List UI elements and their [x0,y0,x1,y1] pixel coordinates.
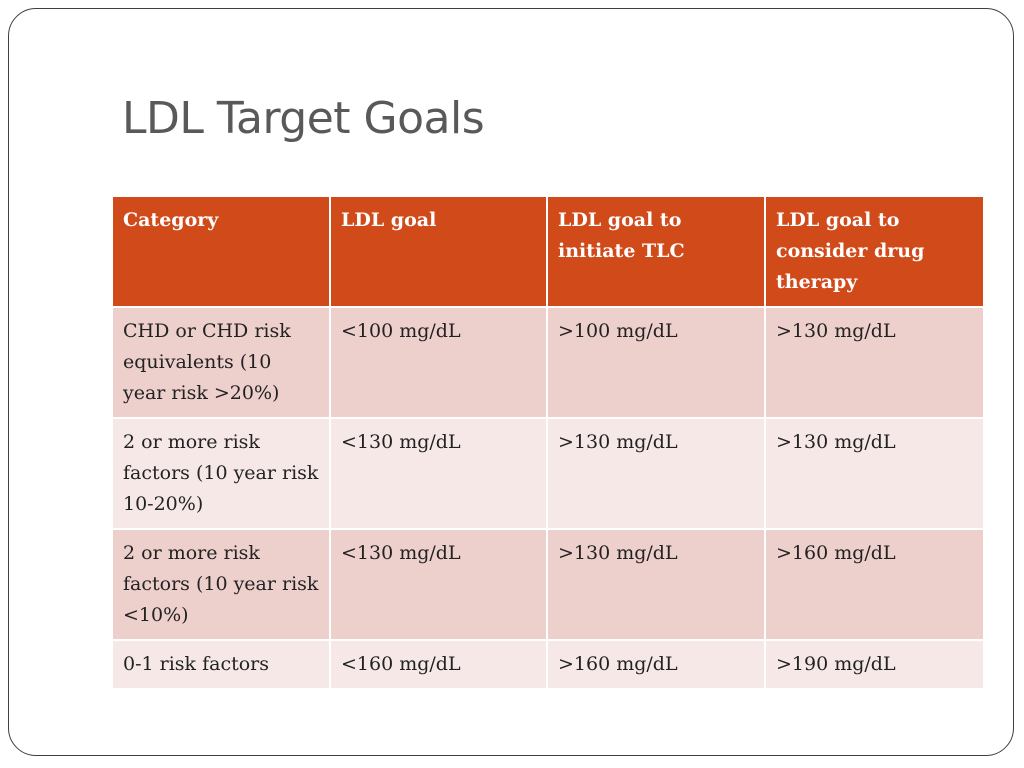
cell-initiate-tlc: >130 mg/dL [546,528,766,641]
cell-initiate-tlc: >100 mg/dL [546,306,766,419]
table-header-row: Category LDL goal LDL goal to initiate T… [111,195,985,308]
cell-ldl-goal: <130 mg/dL [329,528,548,641]
cell-drug-therapy: >160 mg/dL [764,528,985,641]
cell-category: 2 or more risk factors (10 year risk <10… [111,528,331,641]
cell-ldl-goal: <100 mg/dL [329,306,548,419]
header-category: Category [111,195,331,308]
cell-ldl-goal: <160 mg/dL [329,639,548,690]
slide-frame: LDL Target Goals Category LDL goal LDL g… [8,8,1014,756]
cell-drug-therapy: >130 mg/dL [764,306,985,419]
cell-category: 0-1 risk factors [111,639,331,690]
cell-initiate-tlc: >160 mg/dL [546,639,766,690]
table-row: 2 or more risk factors (10 year risk <10… [111,528,985,641]
header-ldl-goal-drug-therapy: LDL goal to consider drug therapy [764,195,985,308]
header-ldl-goal-initiate-tlc: LDL goal to initiate TLC [546,195,766,308]
cell-drug-therapy: >130 mg/dL [764,417,985,530]
ldl-goals-table: Category LDL goal LDL goal to initiate T… [111,195,985,690]
cell-category: CHD or CHD risk equivalents (10 year ris… [111,306,331,419]
cell-initiate-tlc: >130 mg/dL [546,417,766,530]
cell-ldl-goal: <130 mg/dL [329,417,548,530]
slide-title: LDL Target Goals [122,93,485,144]
cell-drug-therapy: >190 mg/dL [764,639,985,690]
table-row: CHD or CHD risk equivalents (10 year ris… [111,306,985,419]
cell-category: 2 or more risk factors (10 year risk 10-… [111,417,331,530]
header-ldl-goal: LDL goal [329,195,548,308]
table-row: 0-1 risk factors <160 mg/dL >160 mg/dL >… [111,639,985,690]
table-row: 2 or more risk factors (10 year risk 10-… [111,417,985,530]
